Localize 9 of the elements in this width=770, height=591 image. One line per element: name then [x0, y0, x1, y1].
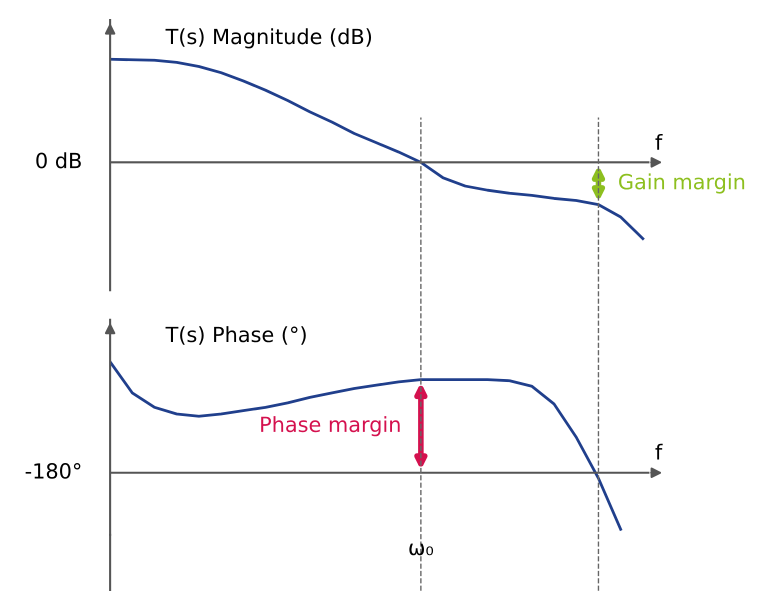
text: 0 dB	[36, 152, 81, 168]
text: ω₀	[409, 544, 434, 556]
text: -180°	[26, 463, 80, 479]
annotation: Gain margin	[619, 173, 744, 194]
y-axis-title: T(s) Phase (°)	[166, 326, 306, 345]
x-axis-title: f	[655, 134, 663, 150]
x-axis-title: f	[655, 444, 663, 460]
y-axis-title: T(s) Magnitude (dB)	[166, 28, 372, 48]
annotation: Phase margin	[261, 416, 400, 436]
